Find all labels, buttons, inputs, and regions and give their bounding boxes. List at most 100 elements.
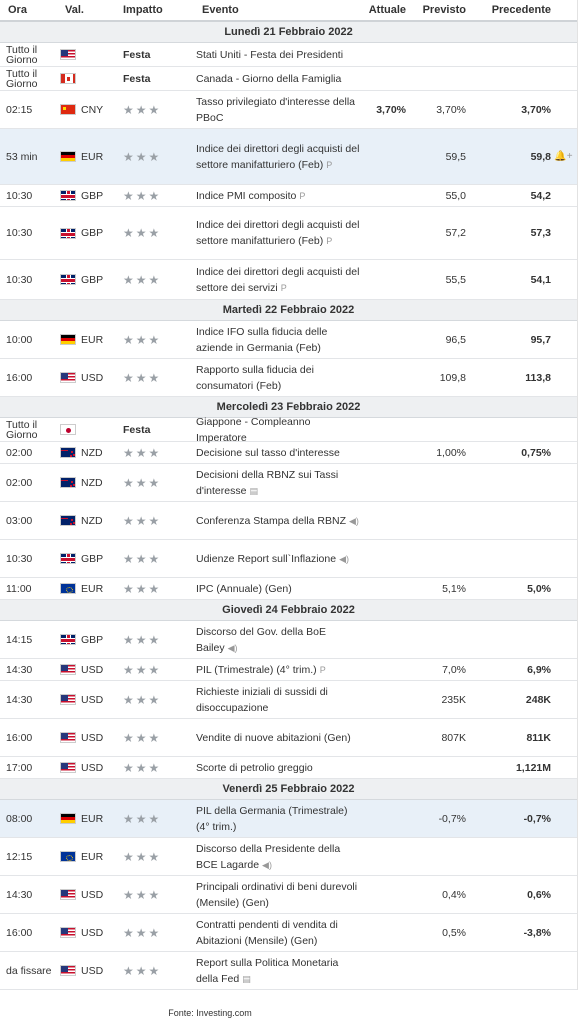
event-previous: 5,0% <box>527 582 551 595</box>
flag-us-icon <box>60 889 76 900</box>
event-previous: 0,6% <box>527 888 551 901</box>
event-row[interactable]: 10:00 EUR ★★★ Indice IFO sulla fiducia dell… <box>0 321 577 359</box>
currency-code: NZD <box>81 514 103 527</box>
event-row[interactable]: 02:15 CNY ★★★ Tasso privilegiato d'interess… <box>0 91 577 129</box>
flag-gb-icon <box>60 190 76 201</box>
event-row[interactable]: 16:00 USD ★★★ Rapporto sulla fiducia dei co… <box>0 359 577 397</box>
event-row[interactable]: 10:30 GBP ★★★ Indice dei direttori degli ac… <box>0 207 577 260</box>
event-name[interactable]: Decisioni della RBNZ sui Tassi d'interes… <box>196 467 361 499</box>
event-row[interactable]: 53 min EUR ★★★ Indice dei direttori degli a… <box>0 129 577 185</box>
event-name-text: Udienze Report sull`Inflazione <box>196 552 337 565</box>
event-time: 10:00 <box>6 333 33 346</box>
event-currency: GBP <box>60 274 118 286</box>
event-name[interactable]: Richieste iniziali di sussidi di disoccu… <box>196 684 361 716</box>
event-name[interactable]: Discorso del Gov. della BoE Bailey ◀) <box>196 624 361 656</box>
currency-code: USD <box>81 663 104 676</box>
col-event-header: Evento <box>202 4 239 16</box>
event-currency: USD <box>60 762 118 774</box>
event-name[interactable]: Contratti pendenti di vendita di Abitazi… <box>196 917 361 949</box>
impact-stars: ★★★ <box>123 581 162 596</box>
event-row[interactable]: 16:00 USD ★★★ Vendite di nuove abitazioni (… <box>0 719 577 757</box>
event-name[interactable]: Discorso della Presidente della BCE Laga… <box>196 841 361 873</box>
currency-code: EUR <box>81 582 104 595</box>
event-name[interactable]: Decisione sul tasso d'interesse <box>196 445 361 461</box>
impact-stars: ★★★ <box>123 551 162 566</box>
col-actual-header: Attuale <box>368 4 406 16</box>
event-time: 17:00 <box>6 761 33 774</box>
event-row[interactable]: 08:00 EUR ★★★ PIL della Germania (Trimestra… <box>0 800 577 838</box>
event-name[interactable]: Canada - Giorno della Famiglia <box>196 71 361 87</box>
flag-us-icon <box>60 372 76 383</box>
flag-nz-icon <box>60 477 76 488</box>
calendar-body: Lunedì 21 Febbraio 2022 Tutto il Giorno Fe… <box>0 22 577 990</box>
event-name[interactable]: Indice PMI composito P <box>196 188 361 204</box>
event-time: 14:30 <box>6 663 33 676</box>
economic-calendar: Ora Val. Impatto Evento Attuale Previsto… <box>0 0 578 990</box>
flag-nz-icon <box>60 447 76 458</box>
event-currency: USD <box>60 664 118 676</box>
day-header: Lunedì 21 Febbraio 2022 <box>0 22 577 43</box>
event-row[interactable]: 14:30 USD ★★★ Principali ordinativi di beni… <box>0 876 577 914</box>
event-name-text: Richieste iniziali di sussidi di disoccu… <box>196 685 328 714</box>
event-time: Tutto il Giorno <box>6 67 38 90</box>
event-row[interactable]: 14:30 USD ★★★ Richieste iniziali di sussidi… <box>0 681 577 719</box>
calendar-header: Ora Val. Impatto Evento Attuale Previsto… <box>0 0 577 22</box>
event-name[interactable]: Principali ordinativi di beni durevoli (… <box>196 879 361 911</box>
event-name[interactable]: IPC (Annuale) (Gen) <box>196 581 361 597</box>
event-forecast: 96,5 <box>445 333 466 346</box>
event-name[interactable]: Indice dei direttori degli acquisti del … <box>196 217 361 249</box>
event-time: 14:30 <box>6 888 33 901</box>
event-name[interactable]: Giappone - Compleanno Imperatore <box>196 414 361 446</box>
event-name[interactable]: Udienze Report sull`Inflazione ◀) <box>196 551 361 567</box>
document-icon: ▤ <box>242 973 251 984</box>
event-name[interactable]: Vendite di nuove abitazioni (Gen) <box>196 730 361 746</box>
event-name[interactable]: Scorte di petrolio greggio <box>196 760 361 776</box>
event-name[interactable]: PIL della Germania (Trimestrale) (4° tri… <box>196 803 361 835</box>
impact-stars: ★★★ <box>123 760 162 775</box>
currency-code: EUR <box>81 150 104 163</box>
event-row[interactable]: Tutto il Giorno Festa Giappone - Compleann… <box>0 416 577 444</box>
preliminary-icon: P <box>299 190 306 201</box>
event-row[interactable]: 12:15 EUR ★★★ Discorso della Presidente del… <box>0 838 577 876</box>
event-currency: USD <box>60 927 118 939</box>
currency-code: USD <box>81 693 104 706</box>
event-row[interactable]: 14:15 GBP ★★★ Discorso del Gov. della BoE B… <box>0 621 577 659</box>
impact-stars: ★★★ <box>123 475 162 490</box>
event-row[interactable]: da fissare USD ★★★ Report sulla Politica Mo… <box>0 952 577 990</box>
event-name[interactable]: Indice IFO sulla fiducia delle aziende i… <box>196 324 361 356</box>
event-name[interactable]: PIL (Trimestrale) (4° trim.) P <box>196 662 361 678</box>
day-header: Mercoledì 23 Febbraio 2022 <box>0 397 577 418</box>
event-row[interactable]: 10:30 GBP ★★★ Indice PMI composito P 55,0 54,2 <box>0 185 577 207</box>
event-row[interactable]: 17:00 USD ★★★ Scorte di petrolio greggio 1,1… <box>0 757 577 779</box>
event-row[interactable]: 16:00 USD ★★★ Contratti pendenti di vendita… <box>0 914 577 952</box>
event-time: 14:15 <box>6 633 33 646</box>
event-row[interactable]: 11:00 EUR ★★★ IPC (Annuale) (Gen) 5,1% 5,0% <box>0 578 577 600</box>
event-row[interactable]: 02:00 NZD ★★★ Decisioni della RBNZ sui Tass… <box>0 464 577 502</box>
impact-stars: ★★★ <box>123 925 162 940</box>
event-name[interactable]: Indice dei direttori degli acquisti del … <box>196 141 361 173</box>
bell-plus-icon[interactable]: 🔔+ <box>554 151 573 162</box>
currency-code: EUR <box>81 850 104 863</box>
event-name[interactable]: Tasso privilegiato d'interesse della PBo… <box>196 94 361 126</box>
event-row[interactable]: 10:30 GBP ★★★ Udienze Report sull`Inflazion… <box>0 540 577 578</box>
event-row[interactable]: 14:30 USD ★★★ PIL (Trimestrale) (4° trim.) P… <box>0 659 577 681</box>
event-row[interactable]: Tutto il Giorno Festa Stati Uniti - Festa … <box>0 43 577 67</box>
event-name[interactable]: Report sulla Politica Monetaria della Fe… <box>196 955 361 987</box>
event-name[interactable]: Stati Uniti - Festa dei Presidenti <box>196 47 361 63</box>
event-name[interactable]: Indice dei direttori degli acquisti del … <box>196 264 361 296</box>
event-name[interactable]: Conferenza Stampa della RBNZ ◀) <box>196 513 361 529</box>
preliminary-icon: P <box>326 236 333 246</box>
event-row[interactable]: 02:00 NZD ★★★ Decisione sul tasso d'interes… <box>0 442 577 464</box>
event-forecast: 109,8 <box>439 371 466 384</box>
event-row[interactable]: 03:00 NZD ★★★ Conferenza Stampa della RBNZ ◀… <box>0 502 577 540</box>
event-name-text: Indice PMI composito <box>196 189 297 202</box>
currency-code: NZD <box>81 476 103 489</box>
event-name-text: Discorso del Gov. della BoE Bailey <box>196 625 326 654</box>
event-row[interactable]: 10:30 GBP ★★★ Indice dei direttori degli ac… <box>0 260 577 300</box>
event-row[interactable]: Tutto il Giorno Festa Canada - Giorno dell… <box>0 67 577 91</box>
impact-stars: ★★★ <box>123 272 162 287</box>
event-name-text: PIL della Germania (Trimestrale) (4° tri… <box>196 804 348 833</box>
event-previous: 54,1 <box>530 273 551 286</box>
event-name[interactable]: Rapporto sulla fiducia dei consumatori (… <box>196 362 361 394</box>
event-currency <box>60 49 118 60</box>
